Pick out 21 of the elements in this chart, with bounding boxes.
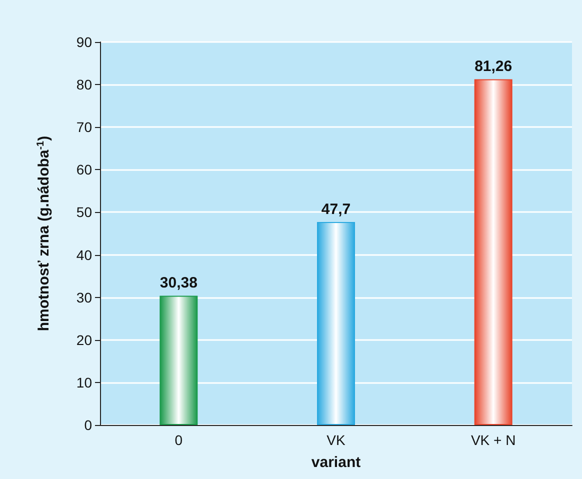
data-label: 81,26 bbox=[474, 58, 512, 76]
x-tick-label: VK bbox=[326, 432, 346, 448]
data-label: 47,7 bbox=[321, 201, 351, 218]
y-tick-label: 60 bbox=[76, 162, 92, 178]
y-axis-title: hmotnosť zrna (g.nádoba-1) bbox=[36, 136, 52, 332]
y-tick-label: 90 bbox=[76, 34, 92, 50]
data-label: 30,38 bbox=[160, 274, 198, 292]
x-tick-label: 0 bbox=[174, 432, 183, 448]
bar bbox=[474, 79, 512, 425]
y-tick-label: 50 bbox=[76, 204, 92, 220]
bar bbox=[160, 296, 198, 425]
y-tick-label: 70 bbox=[76, 119, 92, 136]
y-tick-label: 20 bbox=[76, 332, 92, 348]
y-tick-label: 40 bbox=[76, 246, 92, 263]
x-axis-title: variant bbox=[311, 454, 361, 471]
y-tick-label: 30 bbox=[76, 289, 92, 306]
y-tick-label: 0 bbox=[84, 417, 92, 433]
y-tick-label: 80 bbox=[76, 76, 92, 93]
y-tick-label: 10 bbox=[76, 374, 92, 390]
x-tick-label: VK + N bbox=[470, 432, 516, 448]
bar bbox=[317, 222, 355, 425]
